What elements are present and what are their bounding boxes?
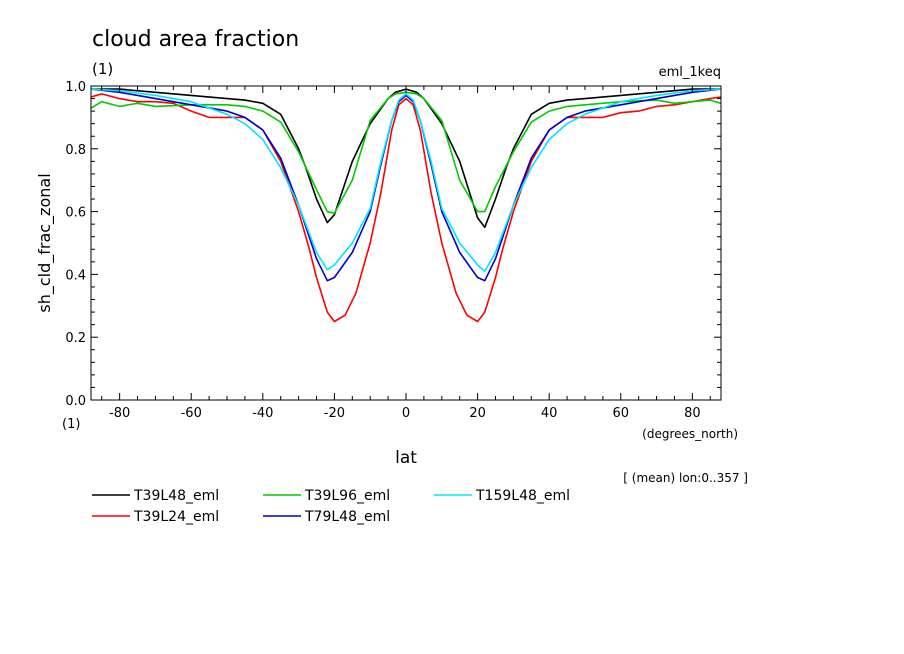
chart-units-label: (1) xyxy=(92,60,113,78)
legend: T39L48_eml T39L24_eml T39L96_eml T79L48_eml… xyxy=(92,488,570,525)
y-tick-label: 0.4 xyxy=(65,268,86,283)
series-line-T39L48_eml xyxy=(91,88,721,229)
y-units-label: (1) xyxy=(62,417,80,432)
series-line-T79L48_eml xyxy=(91,88,721,282)
legend-label-T159L48_eml: T159L48_eml xyxy=(475,488,570,504)
x-tick-label: -80 xyxy=(109,406,130,421)
x-tick-label: 40 xyxy=(541,406,558,421)
series-line-T159L48_eml xyxy=(91,88,721,273)
y-axis-label: sh_cld_frac_zonal xyxy=(35,173,55,312)
x-axis-label: lat xyxy=(395,448,417,468)
x-tick-label: -40 xyxy=(252,406,273,421)
y-tick-label: 1.0 xyxy=(65,80,86,95)
legend-label-T79L48_eml: T79L48_eml xyxy=(304,509,390,525)
legend-label-T39L96_eml: T39L96_eml xyxy=(304,488,390,504)
x-tick-label: 20 xyxy=(469,406,486,421)
x-tick-label: 60 xyxy=(612,406,629,421)
x-tick-label: 80 xyxy=(684,406,701,421)
series-line-T39L24_eml xyxy=(91,93,721,323)
y-tick-label: 0.6 xyxy=(65,206,86,221)
x-tick-label: -20 xyxy=(324,406,345,421)
mean-annotation: [ (mean) lon:0..357 ] xyxy=(623,471,748,485)
legend-label-T39L24_eml: T39L24_eml xyxy=(133,509,219,525)
plot-frame xyxy=(90,85,722,401)
series-layer xyxy=(91,88,721,323)
x-tick-label: 0 xyxy=(402,406,410,421)
ticks-layer: -80 -60 -40 -20 0 20 40 60 80 0.0 0.2 0.4 0.6 0.8 1.0 xyxy=(65,80,721,421)
series-line-T39L96_eml xyxy=(91,91,721,214)
x-units-label: (degrees_north) xyxy=(642,427,738,441)
chart-title: cloud area fraction xyxy=(92,27,299,52)
x-tick-label: -60 xyxy=(181,406,202,421)
experiment-label: eml_1keq xyxy=(659,65,721,80)
y-tick-label: 0.2 xyxy=(65,331,86,346)
y-tick-label: 0.0 xyxy=(65,394,86,409)
y-tick-label: 0.8 xyxy=(65,143,86,158)
legend-label-T39L48_eml: T39L48_eml xyxy=(133,488,219,504)
